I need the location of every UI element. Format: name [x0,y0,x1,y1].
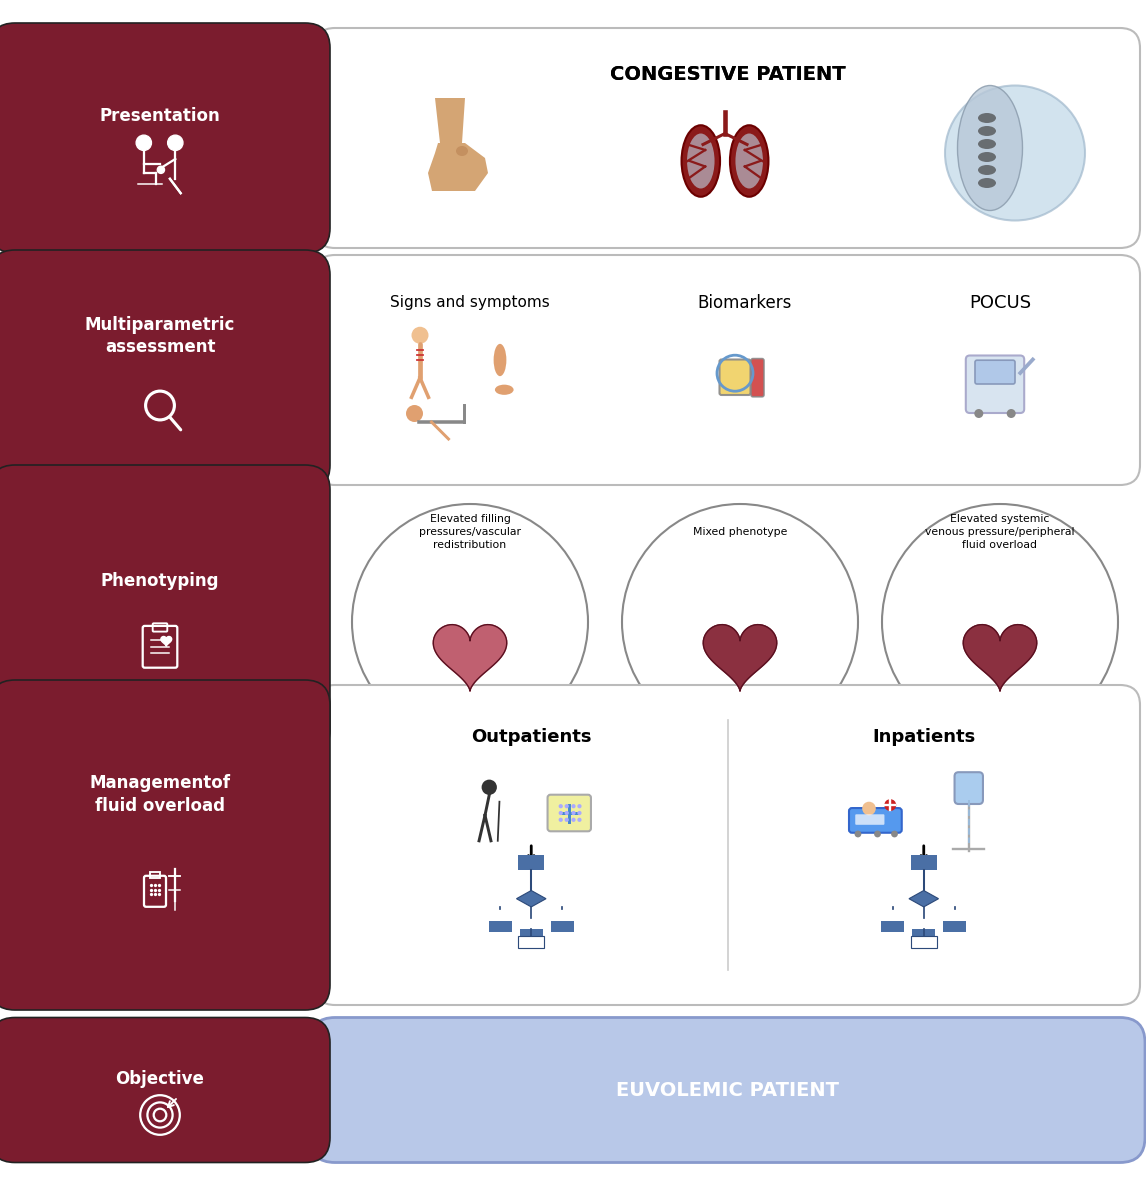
FancyBboxPatch shape [548,794,591,832]
Circle shape [572,811,575,815]
Ellipse shape [682,125,720,197]
Circle shape [565,804,568,809]
Polygon shape [704,625,777,691]
Circle shape [352,504,588,740]
Circle shape [572,804,575,809]
Circle shape [974,409,983,418]
Circle shape [565,817,568,822]
Text: Objective: Objective [116,1069,204,1087]
Circle shape [411,326,429,343]
Text: Signs and symptoms: Signs and symptoms [390,295,550,311]
Text: CONGESTIVE PATIENT: CONGESTIVE PATIENT [610,66,846,84]
Ellipse shape [978,152,996,162]
Circle shape [136,136,151,150]
FancyBboxPatch shape [855,815,885,824]
Text: EUVOLEMIC PATIENT: EUVOLEMIC PATIENT [617,1080,839,1099]
Text: Inpatients: Inpatients [872,728,975,746]
Ellipse shape [730,125,769,197]
Bar [551,920,574,932]
FancyBboxPatch shape [311,1018,1145,1163]
FancyBboxPatch shape [975,360,1015,384]
Circle shape [855,830,862,838]
Text: Phenotyping: Phenotyping [101,572,219,590]
Polygon shape [160,636,172,647]
FancyBboxPatch shape [0,464,330,755]
Ellipse shape [978,139,996,149]
Bar [881,920,904,932]
FancyBboxPatch shape [751,359,764,397]
Text: POCUS: POCUS [968,294,1031,312]
FancyBboxPatch shape [0,1018,330,1163]
Circle shape [578,804,581,809]
Circle shape [558,811,563,815]
Ellipse shape [978,178,996,188]
Circle shape [157,167,165,174]
Ellipse shape [978,126,996,136]
Circle shape [1006,409,1015,418]
Polygon shape [964,625,1037,691]
Circle shape [481,780,497,794]
Text: CONGESTIVE PATIENT: CONGESTIVE PATIENT [610,66,846,84]
Polygon shape [433,625,507,691]
Text: Biomarkers: Biomarkers [698,294,792,312]
FancyBboxPatch shape [0,250,330,490]
Bar [911,936,937,948]
FancyBboxPatch shape [315,28,1140,248]
Text: Outpatients: Outpatients [471,728,591,746]
Bar [911,856,937,870]
Ellipse shape [958,85,1022,210]
FancyBboxPatch shape [849,808,902,833]
Text: Presentation: Presentation [100,108,220,126]
Ellipse shape [945,85,1085,221]
Circle shape [862,802,876,815]
Circle shape [622,504,858,740]
Bar [518,856,544,870]
FancyBboxPatch shape [315,256,1140,485]
Bar [518,936,544,948]
Circle shape [892,830,898,838]
Ellipse shape [495,385,513,395]
Polygon shape [435,98,465,143]
Ellipse shape [978,113,996,124]
Polygon shape [427,143,488,191]
Text: Mixed phenotype: Mixed phenotype [693,527,787,536]
Circle shape [558,817,563,822]
FancyBboxPatch shape [315,685,1140,1006]
Text: Elevated systemic
venous pressure/peripheral
fluid overload: Elevated systemic venous pressure/periph… [925,514,1075,550]
Circle shape [406,404,423,422]
Circle shape [578,817,581,822]
Circle shape [565,811,568,815]
FancyBboxPatch shape [0,23,330,253]
Bar [912,929,935,941]
Bar [150,872,160,878]
Circle shape [578,811,581,815]
Ellipse shape [978,164,996,175]
Ellipse shape [456,146,468,156]
Text: Managementof
fluid overload: Managementof fluid overload [89,774,230,815]
Circle shape [885,799,896,811]
Bar [943,920,966,932]
FancyBboxPatch shape [955,773,983,804]
Text: Elevated filling
pressures/vascular
redistribution: Elevated filling pressures/vascular redi… [419,514,521,550]
Circle shape [882,504,1118,740]
FancyBboxPatch shape [0,680,330,1010]
Circle shape [167,136,183,150]
FancyBboxPatch shape [966,355,1025,413]
Ellipse shape [736,133,763,188]
Circle shape [572,817,575,822]
Text: Multiparametric
assessment: Multiparametric assessment [85,316,235,356]
Ellipse shape [494,344,507,376]
FancyBboxPatch shape [720,360,751,395]
Circle shape [558,804,563,809]
Polygon shape [517,890,545,907]
Bar [488,920,511,932]
Bar [520,929,543,941]
Ellipse shape [688,133,715,188]
Circle shape [874,830,881,838]
Polygon shape [909,890,939,907]
